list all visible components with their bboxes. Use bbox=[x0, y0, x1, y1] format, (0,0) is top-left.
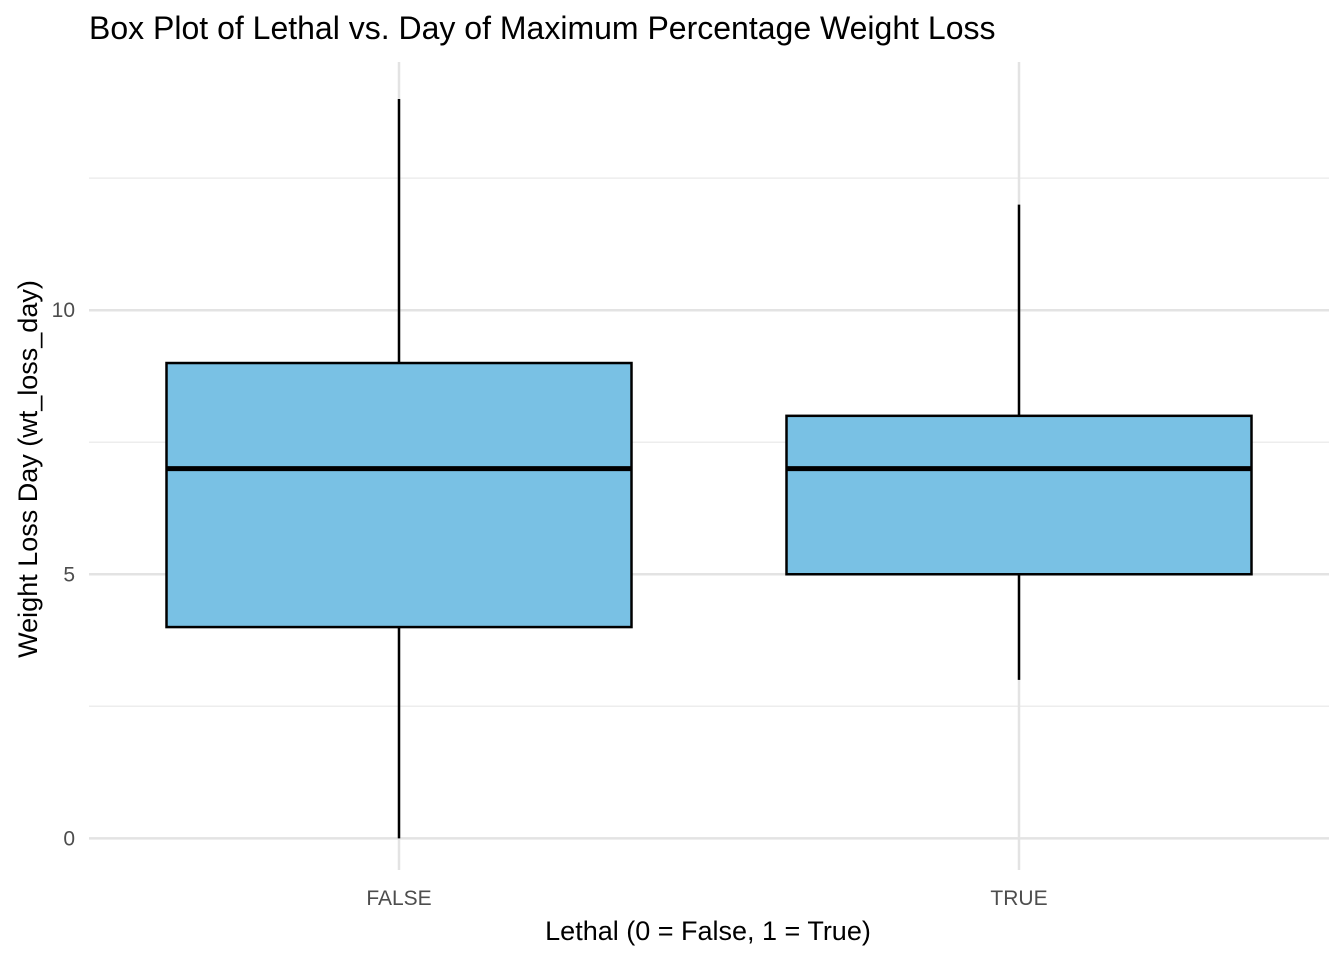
x-tick-label-true: TRUE bbox=[990, 887, 1047, 910]
iqr-box-false bbox=[165, 361, 633, 629]
y-axis-title: Weight Loss Day (wt_loss_day) bbox=[13, 280, 43, 658]
axis-ticks: 0 5 10 FALSE TRUE bbox=[52, 299, 1048, 910]
x-axis-title: Lethal (0 = False, 1 = True) bbox=[545, 916, 871, 946]
box-false bbox=[165, 98, 633, 839]
y-tick-label-2: 10 bbox=[52, 299, 75, 322]
box-true bbox=[785, 204, 1253, 680]
y-tick-label-0: 0 bbox=[63, 827, 75, 850]
chart-title: Box Plot of Lethal vs. Day of Maximum Pe… bbox=[89, 10, 996, 46]
iqr-box-true bbox=[785, 414, 1253, 576]
box-series bbox=[165, 98, 1253, 839]
y-tick-label-1: 5 bbox=[63, 563, 75, 586]
x-tick-label-false: FALSE bbox=[366, 887, 431, 910]
